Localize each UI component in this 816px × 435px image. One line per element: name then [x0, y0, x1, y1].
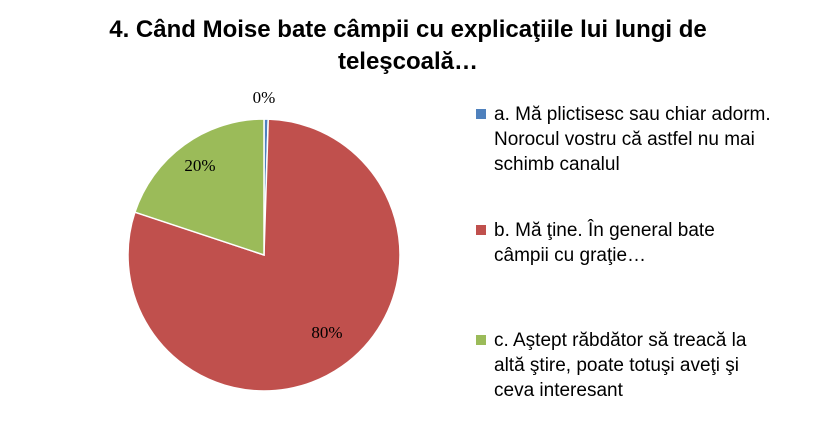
pie-slice-labels: 0% 80% 20%: [184, 88, 342, 342]
legend-label-a-line-1: a. Mă plictisesc sau chiar adorm.: [494, 104, 771, 125]
legend-label-a-line-2: Norocul vostru că astfel nu mai: [494, 129, 755, 150]
legend-label-c-line-1: c. Aştept răbdător să treacă la: [494, 330, 747, 351]
legend-label-b-line-2: câmpii cu graţie…: [494, 245, 647, 266]
legend-label-a-line-3: schimb canalul: [494, 154, 620, 175]
pie-slice-c: [133, 118, 265, 257]
legend-label-b: b. Mă ţine. În general bate câmpii cu gr…: [476, 218, 806, 268]
legend-label-c-line-3: ceva interesant: [494, 380, 623, 401]
legend-label-a: a. Mă plictisesc sau chiar adorm. Norocu…: [476, 102, 806, 177]
slice-label-c: 20%: [184, 156, 215, 175]
legend-item-c: c. Aştept răbdător să treacă la altă şti…: [476, 328, 806, 403]
chart-title-line-2: teleşcoală…: [337, 48, 479, 75]
legend-label-b-line-1: b. Mă ţine. În general bate: [494, 220, 715, 241]
legend-swatch-c: [476, 335, 486, 345]
legend-swatch-a: [476, 109, 486, 119]
legend-label-c-line-2: altă ştire, poate totuşi aveţi şi: [494, 355, 740, 376]
chart-title-line-1: 4. Când Moise bate câmpii cu explicaţiil…: [109, 16, 707, 43]
chart-title: 4. Când Moise bate câmpii cu explicaţiil…: [40, 14, 776, 78]
slice-label-a: 0%: [253, 88, 276, 107]
legend-item-b: b. Mă ţine. În general bate câmpii cu gr…: [476, 218, 806, 268]
legend-item-a: a. Mă plictisesc sau chiar adorm. Norocu…: [476, 102, 806, 177]
legend-label-c: c. Aştept răbdător să treacă la altă şti…: [476, 328, 806, 403]
slice-label-b: 80%: [311, 323, 342, 342]
pie-slices: [127, 118, 401, 392]
legend-swatch-b: [476, 225, 486, 235]
